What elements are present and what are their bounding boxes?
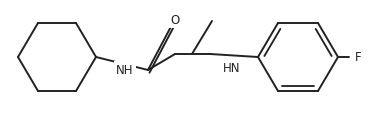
Text: HN: HN [223,62,241,75]
Text: O: O [170,13,179,26]
Text: NH: NH [116,64,134,77]
Text: F: F [355,51,361,64]
